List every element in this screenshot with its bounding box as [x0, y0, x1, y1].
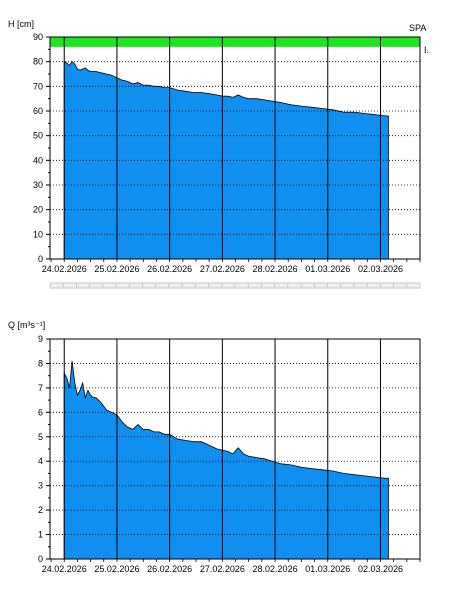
- x-tick-label: 25.02.2026: [94, 564, 139, 574]
- plot-frame: [49, 338, 421, 560]
- station-label: SPA: [409, 23, 427, 33]
- water-level-plot: 0 10 20 30 40 50 60 70 80 90 24.02.2026 25.02.2026 2…: [33, 32, 421, 289]
- x-tick-label: 24.02.2026: [42, 264, 87, 274]
- y-tick-label: 40: [33, 155, 43, 165]
- y-tick-label: 7: [38, 383, 43, 393]
- y-tick-label: 1: [38, 530, 43, 540]
- warning-band: [50, 37, 420, 47]
- x-tick-label: 26.02.2026: [147, 264, 192, 274]
- water-level-chart: H [cm] SPA I. 0 10 20 30 40 50 60 70 80 90 24.02.2…: [0, 0, 450, 295]
- area-series: [63, 61, 389, 260]
- discharge-chart: Q [m³s⁻¹] 0 1 2 3 4 5 6 7 8 9 24.02.2026 25.02.2026…: [0, 310, 450, 580]
- y-tick-label: 6: [38, 407, 43, 417]
- y-tick-label: 4: [38, 456, 43, 466]
- x-tick-label: 25.02.2026: [94, 264, 139, 274]
- x-tick-label: 24.02.2026: [42, 564, 87, 574]
- y-tick-label: 70: [33, 81, 43, 91]
- y-tick-label: 0: [38, 254, 43, 264]
- x-tick-label: 28.02.2026: [253, 264, 298, 274]
- y-tick-label: 30: [33, 180, 43, 190]
- y-tick-label: 20: [33, 205, 43, 215]
- y-tick-label: 9: [38, 334, 43, 344]
- y-axis-title: H [cm]: [8, 19, 34, 29]
- x-tick-label: 01.03.2026: [305, 264, 350, 274]
- y-axis-title: Q [m³s⁻¹]: [8, 320, 46, 330]
- x-tick-label: 27.02.2026: [200, 264, 245, 274]
- area-series: [63, 360, 389, 560]
- y-tick-label: 50: [33, 131, 43, 141]
- x-tick-label: 02.03.2026: [358, 564, 403, 574]
- y-tick-label: 0: [38, 554, 43, 564]
- band-marker-label: I.: [424, 45, 430, 55]
- discharge-plot: 0 1 2 3 4 5 6 7 8 9 24.02.2026 25.02.2026 26.02.2026…: [38, 334, 421, 574]
- x-tick-label: 26.02.2026: [147, 564, 192, 574]
- plot-frame: [49, 36, 421, 260]
- y-tick-label: 5: [38, 432, 43, 442]
- x-tick-label: 27.02.2026: [200, 564, 245, 574]
- y-tick-label: 60: [33, 106, 43, 116]
- x-tick-label: 02.03.2026: [358, 264, 403, 274]
- y-tick-label: 80: [33, 57, 43, 67]
- y-tick-label: 8: [38, 358, 43, 368]
- y-tick-label: 2: [38, 505, 43, 515]
- y-tick-label: 90: [33, 32, 43, 42]
- y-tick-label: 3: [38, 481, 43, 491]
- x-tick-label: 28.02.2026: [253, 564, 298, 574]
- x-tick-label: 01.03.2026: [305, 564, 350, 574]
- y-tick-label: 10: [33, 229, 43, 239]
